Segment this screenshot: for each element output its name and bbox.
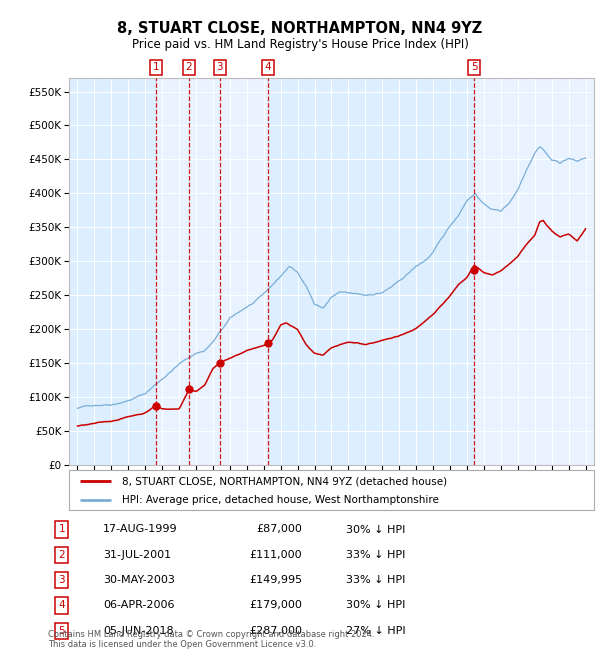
Text: 2: 2: [185, 62, 192, 72]
Text: 5: 5: [471, 62, 478, 72]
Text: 30% ↓ HPI: 30% ↓ HPI: [346, 525, 406, 534]
Text: £111,000: £111,000: [249, 550, 302, 560]
Bar: [220, 78, 268, 465]
Text: 4: 4: [58, 601, 65, 610]
Text: 3: 3: [217, 62, 223, 72]
Text: 1: 1: [58, 525, 65, 534]
Text: £149,995: £149,995: [249, 575, 302, 585]
Text: 3: 3: [58, 575, 65, 585]
Text: 30-MAY-2003: 30-MAY-2003: [103, 575, 175, 585]
Text: £179,000: £179,000: [249, 601, 302, 610]
Text: 06-APR-2006: 06-APR-2006: [103, 601, 175, 610]
Text: Contains HM Land Registry data © Crown copyright and database right 2024.
This d: Contains HM Land Registry data © Crown c…: [48, 630, 374, 649]
Text: 5: 5: [58, 626, 65, 636]
Bar: [156, 78, 189, 465]
Text: Price paid vs. HM Land Registry's House Price Index (HPI): Price paid vs. HM Land Registry's House …: [131, 38, 469, 51]
Text: 8, STUART CLOSE, NORTHAMPTON, NN4 9YZ: 8, STUART CLOSE, NORTHAMPTON, NN4 9YZ: [118, 21, 482, 36]
Text: £87,000: £87,000: [256, 525, 302, 534]
FancyBboxPatch shape: [69, 470, 594, 510]
Text: 4: 4: [265, 62, 271, 72]
Text: 33% ↓ HPI: 33% ↓ HPI: [346, 550, 406, 560]
Text: 05-JUN-2018: 05-JUN-2018: [103, 626, 174, 636]
Text: 33% ↓ HPI: 33% ↓ HPI: [346, 575, 406, 585]
Text: 2: 2: [58, 550, 65, 560]
Text: 8, STUART CLOSE, NORTHAMPTON, NN4 9YZ (detached house): 8, STUART CLOSE, NORTHAMPTON, NN4 9YZ (d…: [121, 476, 446, 486]
Bar: [474, 78, 594, 465]
Text: 31-JUL-2001: 31-JUL-2001: [103, 550, 172, 560]
Text: 30% ↓ HPI: 30% ↓ HPI: [346, 601, 406, 610]
Text: HPI: Average price, detached house, West Northamptonshire: HPI: Average price, detached house, West…: [121, 495, 439, 505]
Text: £287,000: £287,000: [249, 626, 302, 636]
Bar: [189, 78, 220, 465]
Text: 27% ↓ HPI: 27% ↓ HPI: [346, 626, 406, 636]
Text: 1: 1: [152, 62, 159, 72]
Text: 17-AUG-1999: 17-AUG-1999: [103, 525, 178, 534]
